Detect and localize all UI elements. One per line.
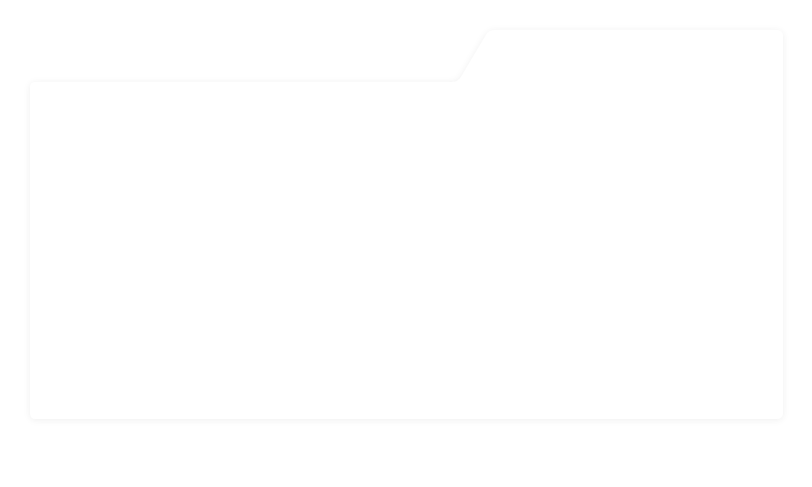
folder-body xyxy=(30,30,783,419)
